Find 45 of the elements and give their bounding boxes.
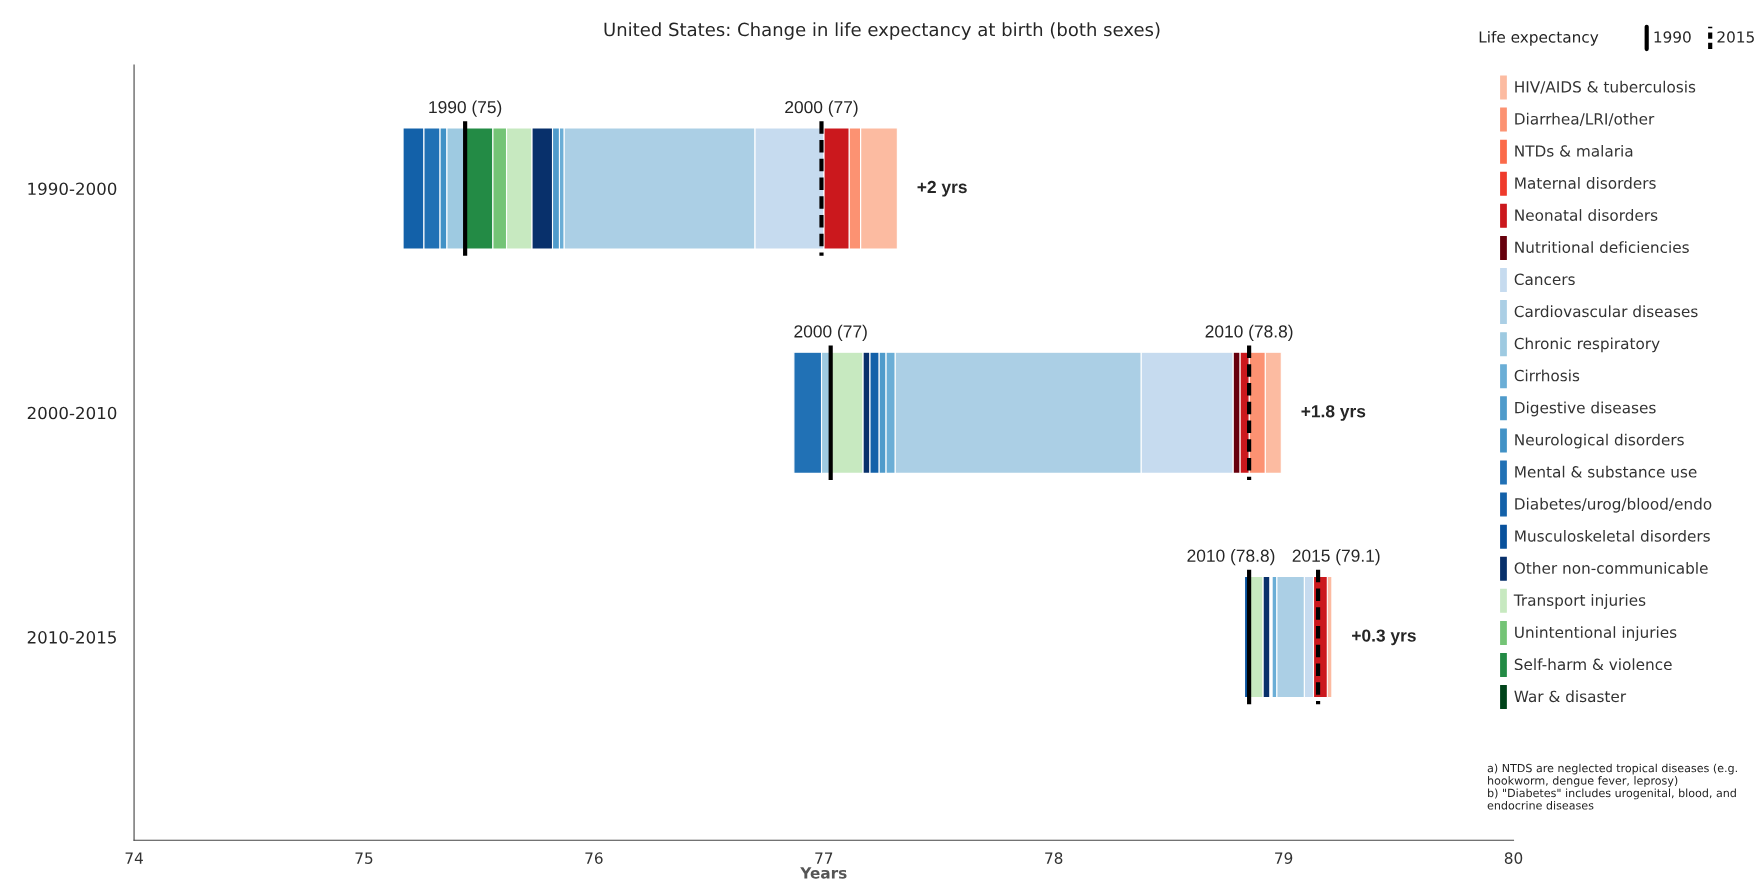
legend-label: Mental & substance use bbox=[1515, 465, 1697, 478]
legend-label: War & disaster bbox=[1514, 690, 1627, 703]
ref-line-label: 2010 (78.8) bbox=[1187, 549, 1275, 566]
legend-label: Diabetes/urog/blood/endo bbox=[1515, 497, 1712, 513]
legend-label: Neurological disorders bbox=[1515, 433, 1684, 449]
y-tick-label: 1990-2000 bbox=[28, 182, 117, 196]
legend-label: Other non-communicable bbox=[1514, 562, 1708, 574]
y-tick-label: 2000-2010 bbox=[27, 406, 117, 420]
legend-label: Digestive diseases bbox=[1515, 401, 1656, 417]
ref-line-label: 2000 (77) bbox=[785, 100, 858, 117]
x-axis-title: Years bbox=[800, 867, 847, 879]
annotation: +1.8 yrs bbox=[1301, 405, 1366, 421]
text: 2015 bbox=[1717, 31, 1754, 43]
legend-label: Cardiovascular diseases bbox=[1514, 305, 1698, 318]
annotation: +0.3 yrs bbox=[1352, 629, 1416, 646]
legend-label: Musculoskeletal disorders bbox=[1515, 529, 1710, 542]
annotation: +2 yrs bbox=[917, 180, 967, 197]
legend-label: NTDs & malaria bbox=[1515, 144, 1633, 157]
ref-line-label: 2010 (78.8) bbox=[1205, 324, 1293, 341]
legend-label: Unintentional injuries bbox=[1515, 626, 1677, 641]
legend-label: Cirrhosis bbox=[1514, 369, 1580, 382]
x-tick-label: 75 bbox=[355, 852, 373, 864]
legend-label: Chronic respiratory bbox=[1514, 337, 1660, 353]
legend-label: Diarrhea/LRI/other bbox=[1515, 112, 1655, 126]
ref-line-label: 2015 (79.1) bbox=[1292, 549, 1380, 566]
legend-label: Nutritional deficiencies bbox=[1515, 241, 1689, 254]
x-tick-label: 80 bbox=[1504, 852, 1523, 864]
x-tick-label: 79 bbox=[1275, 852, 1293, 864]
legend-label: Neonatal disorders bbox=[1515, 209, 1658, 221]
chart-title: United States: Change in life expectancy at birth (both sexes) bbox=[604, 22, 1160, 40]
legend-label: Maternal disorders bbox=[1515, 177, 1656, 189]
x-tick-label: 74 bbox=[125, 852, 143, 864]
legend-label: Transport injuries bbox=[1513, 594, 1646, 609]
annotation: a) NTDS are neglected tropical diseases (e.g. hookworm, dengue fever, leprosy) b) "Diabetes" includes urogenital, blood, and endocrine diseases bbox=[1487, 763, 1737, 810]
x-tick-label: 78 bbox=[1045, 852, 1063, 864]
legend-label: Self-harm & violence bbox=[1514, 658, 1672, 671]
legend-title: Life expectancy bbox=[1479, 30, 1599, 46]
x-tick-label: 76 bbox=[585, 852, 603, 864]
y-tick-label: 2010-2015 bbox=[27, 631, 116, 644]
x-tick-label: 77 bbox=[815, 852, 833, 864]
ref-line-label: 1990 (75) bbox=[429, 100, 502, 117]
legend-label: Cancers bbox=[1514, 273, 1575, 286]
ref-line-label: 2000 (77) bbox=[794, 324, 867, 341]
text: 1990 bbox=[1654, 31, 1691, 43]
legend-label: HIV/AIDS & tuberculosis bbox=[1515, 80, 1696, 94]
